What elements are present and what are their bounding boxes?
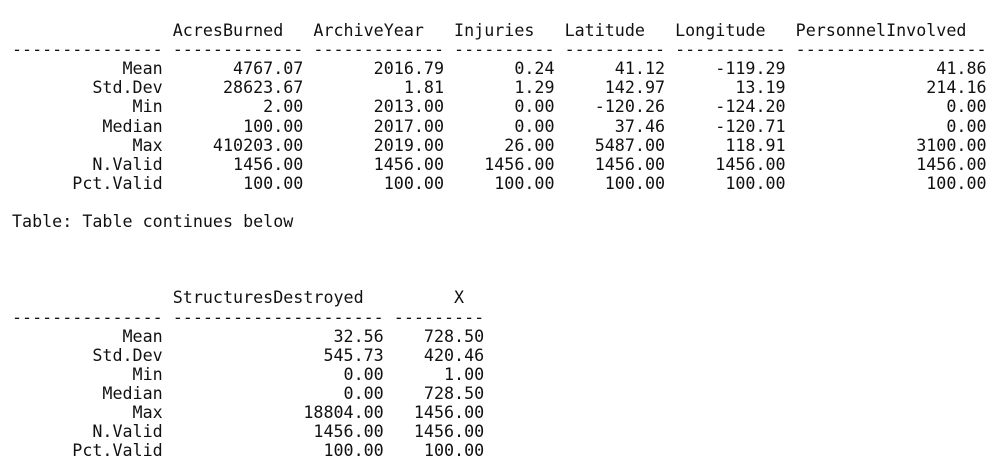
blank-line: [12, 231, 987, 250]
table-caption: Table: Table continues below: [12, 211, 294, 232]
table2-row-min: Min 0.00 1.00: [12, 363, 485, 384]
table1-header: AcresBurned ArchiveYear Injuries Latitud…: [12, 20, 967, 41]
table1-row-mean: Mean 4767.07 2016.79 0.24 41.12 -119.29 …: [12, 58, 987, 79]
table1-row-n-valid: N.Valid 1456.00 1456.00 1456.00 1456.00 …: [12, 153, 987, 174]
table2-row-pct-valid: Pct.Valid 100.00 100.00: [12, 440, 485, 460]
blank-line: [12, 269, 987, 288]
table2-row-n-valid: N.Valid 1456.00 1456.00: [12, 421, 485, 442]
table2-row-max: Max 18804.00 1456.00: [12, 401, 485, 422]
table2-row-median: Median 0.00 728.50: [12, 382, 485, 403]
blank-line: [12, 250, 987, 269]
console-output: AcresBurned ArchiveYear Injuries Latitud…: [12, 2, 987, 460]
table2-row-std-dev: Std.Dev 545.73 420.46: [12, 344, 485, 365]
table1-row-std-dev: Std.Dev 28623.67 1.81 1.29 142.97 13.19 …: [12, 77, 987, 98]
blank-line: [12, 193, 987, 212]
table1-row-max: Max 410203.00 2019.00 26.00 5487.00 118.…: [12, 134, 987, 155]
table2-row-mean: Mean 32.56 728.50: [12, 325, 485, 346]
table1-row-min: Min 2.00 2013.00 0.00 -120.26 -124.20 0.…: [12, 96, 987, 117]
table2-header: StructuresDestroyed X: [12, 287, 465, 308]
blank-line: [12, 2, 987, 21]
table1-row-pct-valid: Pct.Valid 100.00 100.00 100.00 100.00 10…: [12, 172, 987, 193]
table1-row-median: Median 100.00 2017.00 0.00 37.46 -120.71…: [12, 115, 987, 136]
table1-rule: --------------- ------------- ----------…: [12, 39, 987, 60]
table2-rule: --------------- --------------------- --…: [12, 306, 485, 327]
